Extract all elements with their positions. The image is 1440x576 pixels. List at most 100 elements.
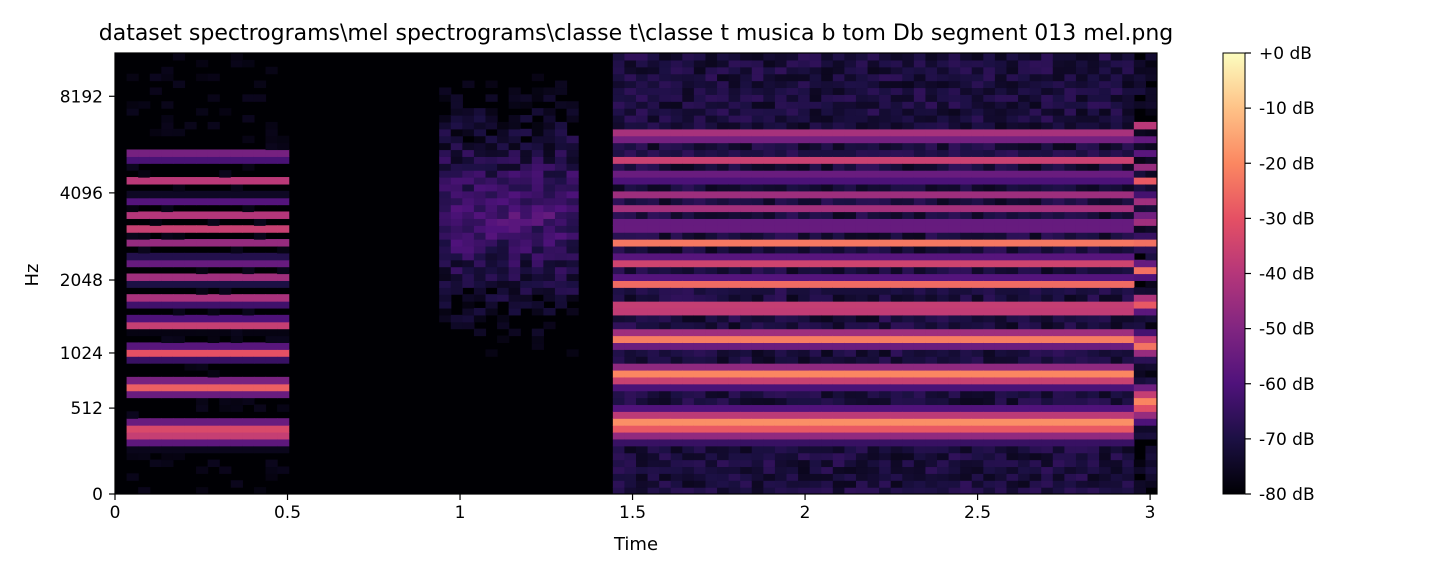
heatmap-cell xyxy=(173,418,185,425)
heatmap-cell xyxy=(787,156,799,163)
heatmap-cell xyxy=(1111,453,1123,460)
heatmap-cell xyxy=(1134,370,1146,377)
heatmap-cell xyxy=(138,391,150,398)
heatmap-cell xyxy=(740,184,752,191)
heatmap-cell xyxy=(1111,239,1123,246)
heatmap-cell xyxy=(613,184,625,191)
heatmap-cell xyxy=(636,122,648,129)
heatmap-cell xyxy=(821,308,833,315)
heatmap-cell xyxy=(161,301,173,308)
heatmap-cell xyxy=(844,349,856,356)
heatmap-cell xyxy=(914,260,926,267)
heatmap-cell xyxy=(995,473,1007,480)
heatmap-cell xyxy=(1018,67,1030,74)
heatmap-cell xyxy=(1053,74,1065,81)
heatmap-cell xyxy=(196,287,208,294)
heatmap-cell xyxy=(648,280,660,287)
heatmap-cell xyxy=(995,418,1007,425)
heatmap-cell xyxy=(705,301,717,308)
heatmap-cell xyxy=(231,391,243,398)
heatmap-cell xyxy=(624,480,636,487)
heatmap-cell xyxy=(509,94,521,101)
heatmap-cell xyxy=(1018,411,1030,418)
heatmap-cell xyxy=(127,232,139,239)
heatmap-cell xyxy=(995,122,1007,129)
heatmap-cell xyxy=(624,184,636,191)
heatmap-cell xyxy=(532,329,544,336)
heatmap-cell xyxy=(856,384,868,391)
heatmap-cell xyxy=(1122,184,1134,191)
heatmap-cell xyxy=(740,473,752,480)
heatmap-cell xyxy=(775,129,787,136)
heatmap-cell xyxy=(613,108,625,115)
heatmap-cell xyxy=(1041,53,1053,60)
heatmap-cell xyxy=(1053,53,1065,60)
heatmap-cell xyxy=(173,225,185,232)
heatmap-cell xyxy=(775,53,787,60)
heatmap-cell xyxy=(682,170,694,177)
heatmap-cell xyxy=(717,356,729,363)
heatmap-cell xyxy=(196,342,208,349)
heatmap-cell xyxy=(277,439,289,446)
heatmap-cell xyxy=(1064,177,1076,184)
heatmap-cell xyxy=(1122,115,1134,122)
heatmap-cell xyxy=(1076,329,1088,336)
heatmap-cell xyxy=(1006,370,1018,377)
heatmap-cell xyxy=(902,315,914,322)
heatmap-cell xyxy=(729,143,741,150)
heatmap-cell xyxy=(1088,370,1100,377)
heatmap-cell xyxy=(937,460,949,467)
heatmap-cell xyxy=(659,356,671,363)
heatmap-cell xyxy=(902,473,914,480)
heatmap-cell xyxy=(763,439,775,446)
heatmap-cell xyxy=(1134,163,1146,170)
heatmap-cell xyxy=(717,466,729,473)
heatmap-cell xyxy=(613,377,625,384)
heatmap-cell xyxy=(624,301,636,308)
heatmap-cell xyxy=(474,287,486,294)
heatmap-cell xyxy=(567,170,579,177)
heatmap-cell xyxy=(775,170,787,177)
heatmap-cell xyxy=(763,149,775,156)
heatmap-cell xyxy=(752,466,764,473)
heatmap-cell xyxy=(682,274,694,281)
heatmap-cell xyxy=(1041,404,1053,411)
heatmap-cell xyxy=(937,287,949,294)
heatmap-cell xyxy=(787,315,799,322)
heatmap-cell xyxy=(775,184,787,191)
heatmap-cell xyxy=(891,253,903,260)
heatmap-cell xyxy=(1099,136,1111,143)
heatmap-cell xyxy=(173,453,185,460)
heatmap-cell xyxy=(891,329,903,336)
heatmap-cell xyxy=(1030,294,1042,301)
heatmap-cell xyxy=(184,122,196,129)
heatmap-cell xyxy=(1018,280,1030,287)
heatmap-cell xyxy=(173,432,185,439)
heatmap-cell xyxy=(150,439,162,446)
heatmap-cell xyxy=(242,301,254,308)
heatmap-cell xyxy=(798,267,810,274)
heatmap-cell xyxy=(208,294,220,301)
heatmap-cell xyxy=(208,370,220,377)
heatmap-cell xyxy=(231,280,243,287)
heatmap-cell xyxy=(775,377,787,384)
heatmap-cell xyxy=(879,342,891,349)
heatmap-cell xyxy=(532,205,544,212)
heatmap-cell xyxy=(624,211,636,218)
heatmap-cell xyxy=(810,398,822,405)
heatmap-cell xyxy=(1111,356,1123,363)
heatmap-cell xyxy=(1088,418,1100,425)
heatmap-cell xyxy=(474,239,486,246)
heatmap-cell xyxy=(567,260,579,267)
heatmap-cell xyxy=(1053,101,1065,108)
heatmap-cell xyxy=(810,349,822,356)
heatmap-cell xyxy=(694,184,706,191)
heatmap-cell xyxy=(242,342,254,349)
heatmap-cell xyxy=(937,67,949,74)
heatmap-cell xyxy=(1099,308,1111,315)
heatmap-cell xyxy=(833,67,845,74)
heatmap-cell xyxy=(914,363,926,370)
heatmap-cell xyxy=(1122,218,1134,225)
heatmap-cell xyxy=(624,253,636,260)
heatmap-cell xyxy=(752,363,764,370)
